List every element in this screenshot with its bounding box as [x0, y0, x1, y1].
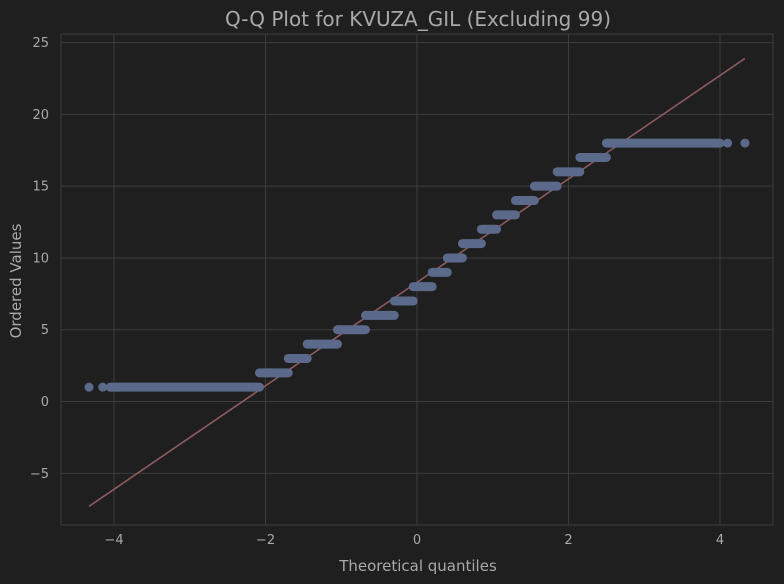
y-tick-label: 20 [32, 108, 49, 123]
tick-labels: −4 −2 0 2 4 −5 0 5 10 15 20 25 [30, 36, 724, 548]
chart-title: Q-Q Plot for KVUZA_GIL (Excluding 99) [225, 7, 611, 31]
data-point [723, 138, 733, 148]
x-axis-label: Theoretical quantiles [338, 557, 497, 575]
x-tick-label: 4 [716, 533, 724, 548]
data-point [84, 382, 94, 392]
data-point [740, 138, 750, 148]
y-axis-label: Ordered Values [7, 223, 25, 338]
x-tick-label: 0 [413, 533, 421, 548]
y-tick-label: −5 [30, 467, 49, 482]
data-point [98, 382, 108, 392]
x-tick-label: 2 [564, 533, 572, 548]
x-tick-label: −4 [104, 533, 123, 548]
y-tick-label: 15 [32, 180, 49, 195]
y-tick-label: 10 [32, 251, 49, 266]
data-points-layer [84, 138, 750, 392]
plot-frame [60, 33, 774, 526]
grid [61, 34, 773, 525]
y-tick-label: 0 [41, 395, 49, 410]
y-tick-label: 5 [41, 323, 49, 338]
x-tick-label: −2 [256, 533, 275, 548]
y-tick-label: 25 [32, 36, 49, 51]
